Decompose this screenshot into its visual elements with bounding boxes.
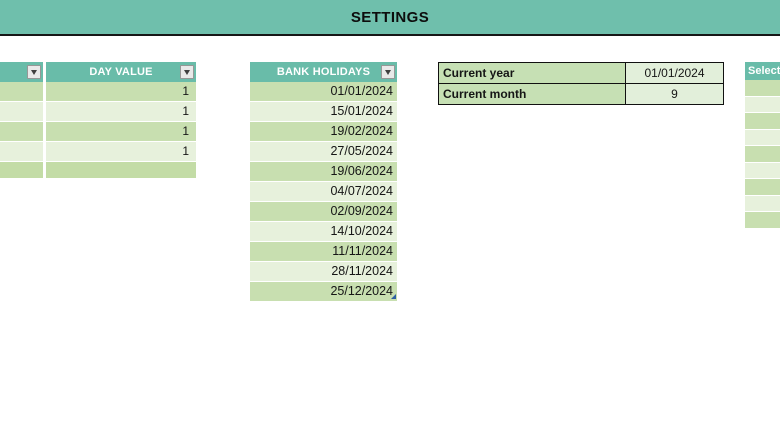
table-cell[interactable] <box>745 212 780 229</box>
table-cell[interactable] <box>745 162 780 179</box>
filter-dropdown-button[interactable] <box>27 65 41 79</box>
table-footer-row <box>0 162 196 178</box>
current-month-value-cell[interactable]: 9 <box>626 84 723 104</box>
holiday-date-cell[interactable]: 01/01/2024 <box>250 82 397 102</box>
table-cell[interactable] <box>745 96 780 113</box>
current-month-row: Current month 9 <box>439 84 723 104</box>
current-year-value-cell[interactable]: 01/01/2024 <box>626 63 723 83</box>
table-cell[interactable] <box>46 162 196 178</box>
current-settings-table: Current year 01/01/2024 Current month 9 <box>438 62 724 105</box>
day-value-cell[interactable]: 1 <box>46 122 196 142</box>
current-year-row: Current year 01/01/2024 <box>439 63 723 83</box>
table-row: 1 <box>0 102 196 122</box>
holiday-date-label: 25/12/2024 <box>330 284 393 298</box>
day-value-header-label: DAY VALUE <box>89 66 153 78</box>
holiday-date-cell[interactable]: 27/05/2024 <box>250 142 397 162</box>
bank-holidays-header-row: BANK HOLIDAYS <box>250 62 397 82</box>
holiday-date-cell[interactable]: 14/10/2024 <box>250 222 397 242</box>
table-cell[interactable] <box>0 162 43 178</box>
left-column-header-cell[interactable] <box>0 62 43 82</box>
filter-dropdown-icon <box>31 69 37 75</box>
day-value-cell[interactable]: 1 <box>46 142 196 162</box>
table-cell[interactable] <box>0 102 43 122</box>
bank-holidays-header-cell[interactable]: BANK HOLIDAYS <box>250 62 397 82</box>
filter-dropdown-icon <box>184 69 190 75</box>
holiday-date-cell[interactable]: 15/01/2024 <box>250 102 397 122</box>
holiday-date-cell[interactable]: 19/06/2024 <box>250 162 397 182</box>
holiday-date-cell[interactable]: 25/12/2024 <box>250 282 397 302</box>
table-cell[interactable] <box>745 146 780 163</box>
table-cell[interactable] <box>0 122 43 142</box>
filter-dropdown-button[interactable] <box>180 65 194 79</box>
current-month-label-cell[interactable]: Current month <box>439 84 625 104</box>
holiday-date-cell[interactable]: 19/02/2024 <box>250 122 397 142</box>
holiday-date-cell[interactable]: 28/11/2024 <box>250 262 397 282</box>
current-year-label-cell[interactable]: Current year <box>439 63 625 83</box>
table-cell[interactable] <box>745 179 780 196</box>
filter-dropdown-icon <box>385 69 391 75</box>
table-cell[interactable] <box>745 80 780 97</box>
table-cell[interactable] <box>745 113 780 130</box>
bank-holidays-table: BANK HOLIDAYS 01/01/2024 15/01/2024 19/0… <box>250 62 397 302</box>
table-cell[interactable] <box>745 195 780 212</box>
select-table-header-cell[interactable]: Select <box>745 62 780 80</box>
select-table: Select <box>745 62 780 229</box>
holiday-date-cell[interactable]: 02/09/2024 <box>250 202 397 222</box>
table-cell[interactable] <box>0 142 43 162</box>
day-value-header-row: DAY VALUE <box>0 62 196 82</box>
table-row: 1 <box>0 82 196 102</box>
day-value-cell[interactable]: 1 <box>46 82 196 102</box>
bank-holidays-header-label: BANK HOLIDAYS <box>276 66 371 78</box>
day-value-table: DAY VALUE 1 1 1 1 <box>0 62 196 178</box>
settings-banner: SETTINGS <box>0 0 780 36</box>
page-title: SETTINGS <box>350 8 430 26</box>
day-value-cell[interactable]: 1 <box>46 102 196 122</box>
table-row: 1 <box>0 142 196 162</box>
day-value-header-cell[interactable]: DAY VALUE <box>46 62 196 82</box>
table-resize-handle-icon[interactable] <box>391 294 396 299</box>
table-cell[interactable] <box>0 82 43 102</box>
table-row: 1 <box>0 122 196 142</box>
table-cell[interactable] <box>745 129 780 146</box>
filter-dropdown-button[interactable] <box>381 65 395 79</box>
holiday-date-cell[interactable]: 04/07/2024 <box>250 182 397 202</box>
holiday-date-cell[interactable]: 11/11/2024 <box>250 242 397 262</box>
